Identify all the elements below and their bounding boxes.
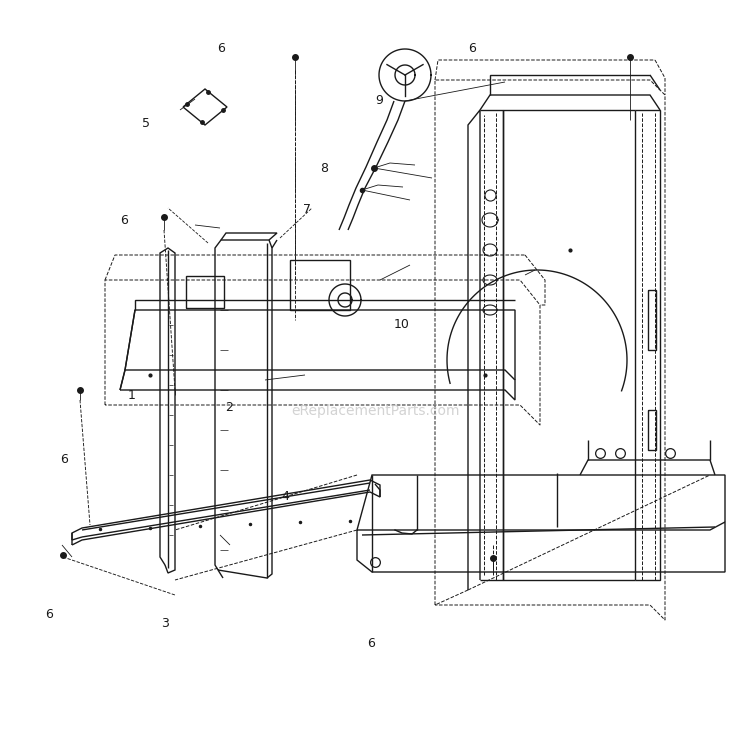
Text: 4: 4 xyxy=(281,490,289,503)
Text: 5: 5 xyxy=(142,117,150,130)
Text: 6: 6 xyxy=(368,637,375,651)
Text: 6: 6 xyxy=(217,42,225,55)
Text: 7: 7 xyxy=(304,202,311,216)
Text: 2: 2 xyxy=(225,400,232,414)
Text: eReplacementParts.com: eReplacementParts.com xyxy=(291,404,459,418)
Text: 6: 6 xyxy=(45,607,53,621)
Text: 3: 3 xyxy=(161,617,169,630)
Text: 6: 6 xyxy=(120,214,128,227)
Text: 6: 6 xyxy=(60,453,68,466)
Text: 1: 1 xyxy=(128,389,135,403)
Text: 9: 9 xyxy=(375,94,382,108)
Text: 10: 10 xyxy=(393,318,410,332)
Text: 8: 8 xyxy=(320,161,328,175)
Text: 6: 6 xyxy=(469,42,476,55)
